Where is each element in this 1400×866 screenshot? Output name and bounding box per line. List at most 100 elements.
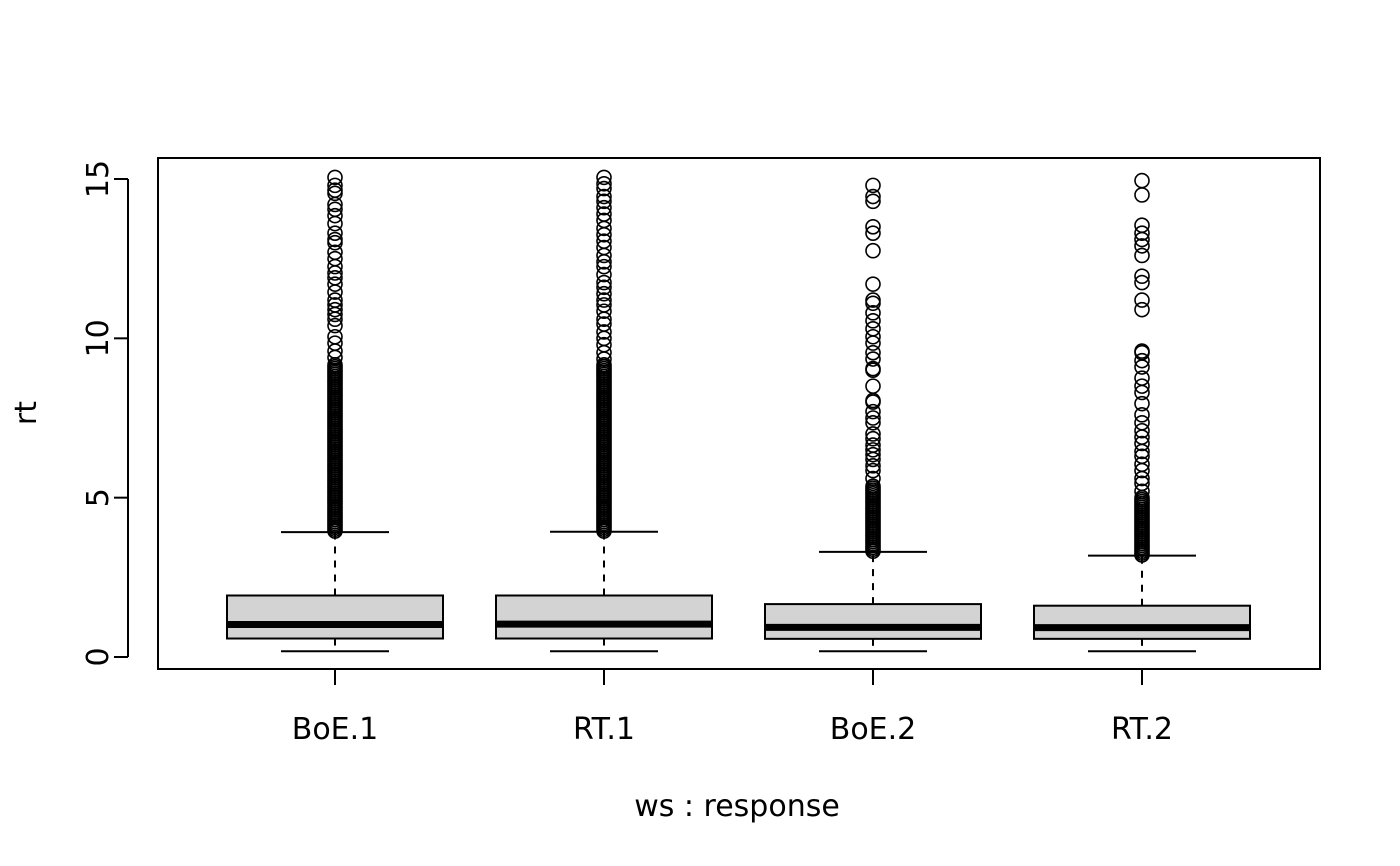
outlier-point <box>327 301 343 318</box>
y-axis: 0 5 10 15 <box>81 160 129 667</box>
outlier-point <box>1134 370 1150 386</box>
y-axis-label: rt <box>9 401 44 425</box>
outlier-point <box>1134 274 1150 291</box>
y-tick-label: 15 <box>81 160 116 198</box>
outlier-point <box>865 177 881 194</box>
outlier-point <box>865 470 881 487</box>
outlier-point <box>327 269 343 286</box>
iqr-box <box>226 594 444 640</box>
outlier-point <box>865 360 881 377</box>
outliers <box>865 177 881 560</box>
outlier-point <box>596 206 612 222</box>
outlier-point <box>327 182 343 198</box>
outlier-point <box>596 285 612 302</box>
outlier-point <box>596 297 612 313</box>
iqr-box <box>764 603 982 640</box>
outlier-point <box>596 356 612 373</box>
outlier-point <box>327 276 343 292</box>
y-tick-label: 10 <box>81 319 116 357</box>
outlier-point <box>865 426 881 442</box>
outlier-point <box>596 199 612 216</box>
x-tick-label: BoE.1 <box>292 712 379 747</box>
outlier-point <box>865 320 881 337</box>
outlier-point <box>596 258 612 275</box>
outlier-point <box>865 328 881 345</box>
outlier-point <box>327 207 343 224</box>
iqr-box <box>495 594 713 640</box>
outlier-point <box>596 233 612 249</box>
outlier-point <box>1134 456 1150 473</box>
outlier-point <box>596 212 612 229</box>
outlier-point <box>865 305 881 321</box>
y-tick-label: 5 <box>81 488 116 507</box>
outlier-point <box>327 244 343 261</box>
outlier-point <box>865 442 881 458</box>
outlier-point <box>596 279 612 296</box>
outlier-point <box>596 336 612 353</box>
outlier-point <box>1134 448 1150 465</box>
outlier-point <box>865 378 881 394</box>
outlier-point <box>1134 407 1150 423</box>
outlier-point <box>327 215 343 232</box>
outlier-point <box>865 344 881 361</box>
outlier-point <box>1134 238 1150 254</box>
outlier-point <box>1134 352 1150 369</box>
outlier-point <box>596 324 612 340</box>
outlier-point <box>327 292 343 308</box>
outlier-point <box>865 437 881 453</box>
outlier-point <box>865 313 881 329</box>
outlier-point <box>596 239 612 256</box>
outlier-point <box>1134 435 1150 452</box>
outlier-point <box>596 188 612 205</box>
outlier-point <box>1134 395 1150 412</box>
outlier-point <box>1134 247 1150 264</box>
outlier-point <box>865 446 881 463</box>
plot-frame <box>157 157 1321 670</box>
outlier-point <box>596 193 612 210</box>
box-RT.1 <box>495 169 713 653</box>
outliers <box>596 169 612 539</box>
outlier-point <box>1134 343 1150 359</box>
outlier-point <box>1134 475 1150 492</box>
outlier-point <box>596 169 612 186</box>
outlier-point <box>1134 217 1150 234</box>
outlier-point <box>1134 414 1150 431</box>
outlier-point <box>865 410 881 426</box>
outlier-point <box>1134 301 1150 318</box>
outlier-point <box>865 430 881 447</box>
outlier-point <box>327 284 343 300</box>
outlier-point <box>596 180 612 197</box>
outlier-point <box>327 201 343 218</box>
box-BoE.2 <box>764 177 982 653</box>
y-tick-label: 0 <box>81 647 116 666</box>
outlier-point <box>865 242 881 259</box>
outlier-point <box>1134 292 1150 308</box>
outlier-point <box>596 303 612 320</box>
outlier-point <box>865 276 881 292</box>
outlier-point <box>327 328 343 345</box>
x-axis-label: ws : response <box>634 789 840 824</box>
outlier-point <box>327 169 343 186</box>
outlier-point <box>1134 172 1150 189</box>
outlier-point <box>1134 268 1150 284</box>
outlier-point <box>865 478 881 494</box>
outliers <box>327 169 343 539</box>
outlier-point <box>865 457 881 474</box>
outlier-point <box>1134 187 1150 203</box>
outlier-point <box>865 219 881 235</box>
outlier-point <box>1134 483 1150 500</box>
x-axis: BoE.1 RT.1 BoE.2 RT.2 <box>292 669 1173 747</box>
outlier-point <box>596 292 612 308</box>
outlier-point <box>327 250 343 267</box>
x-tick-label: RT.2 <box>1111 712 1173 747</box>
box-BoE.1 <box>226 169 444 653</box>
outlier-point <box>865 295 881 312</box>
box-RT.2 <box>1033 172 1251 653</box>
outlier-point <box>865 462 881 479</box>
outlier-point <box>327 297 343 313</box>
outlier-point <box>327 335 343 351</box>
outlier-point <box>327 225 343 241</box>
outlier-point <box>1134 422 1150 439</box>
outlier-point <box>596 274 612 291</box>
